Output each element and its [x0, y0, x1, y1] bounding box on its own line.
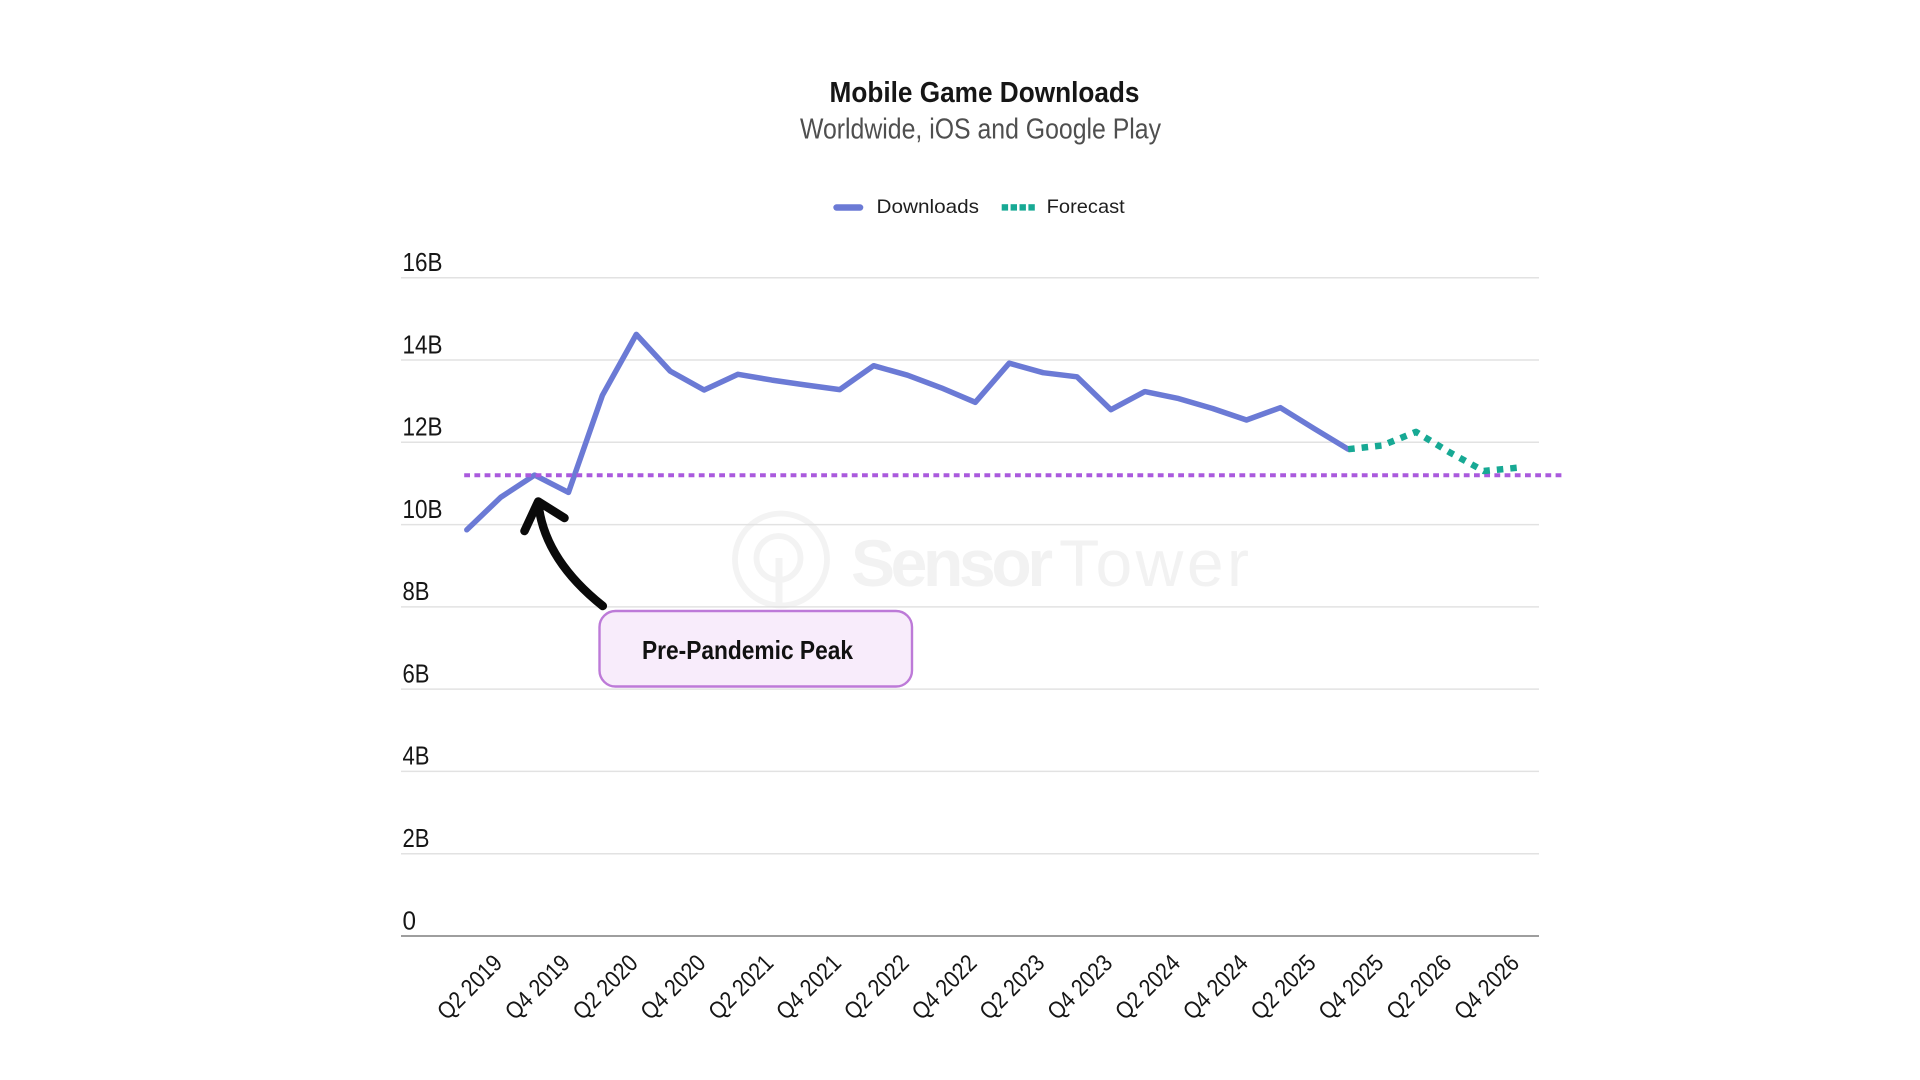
svg-text:6B: 6B — [403, 658, 430, 688]
svg-text:12B: 12B — [403, 412, 443, 442]
svg-text:Worldwide, iOS and Google Play: Worldwide, iOS and Google Play — [800, 114, 1161, 146]
svg-text:Forecast: Forecast — [1047, 196, 1126, 218]
svg-text:10B: 10B — [403, 494, 443, 524]
svg-text:Sensor: Sensor — [851, 526, 1053, 600]
svg-text:Downloads: Downloads — [877, 196, 980, 218]
svg-text:0: 0 — [403, 905, 417, 935]
svg-text:8B: 8B — [403, 576, 430, 606]
svg-text:16B: 16B — [403, 247, 443, 277]
svg-text:Tower: Tower — [1059, 526, 1249, 600]
svg-text:4B: 4B — [403, 741, 430, 771]
svg-text:Pre-Pandemic Peak: Pre-Pandemic Peak — [642, 635, 853, 665]
svg-text:2B: 2B — [403, 823, 430, 853]
svg-text:14B: 14B — [403, 329, 443, 359]
svg-text:Mobile Game Downloads: Mobile Game Downloads — [830, 77, 1140, 109]
